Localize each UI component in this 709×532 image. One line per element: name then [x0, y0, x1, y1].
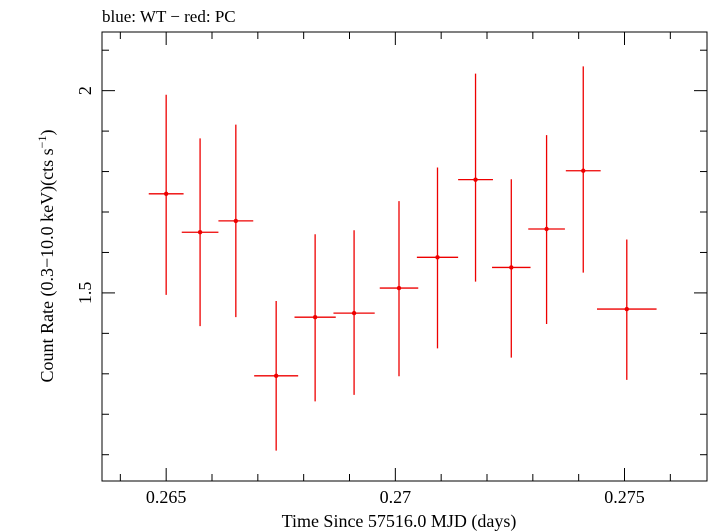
point-marker — [624, 306, 629, 312]
y-axis-label-exponent: −1 — [35, 136, 49, 149]
data-point — [181, 138, 219, 327]
x-tick-label: 0.265 — [146, 487, 187, 507]
data-point — [597, 239, 657, 380]
x-tick-label: 0.275 — [604, 487, 645, 507]
data-point — [148, 94, 184, 295]
point-marker — [197, 230, 203, 235]
x-axis-tick-labels: 0.265 0.27 0.275 — [146, 487, 645, 507]
data-point — [218, 124, 254, 318]
y-axis-ticks — [102, 49, 707, 456]
point-marker — [473, 177, 478, 182]
point-marker — [396, 285, 402, 291]
plot-frame — [101, 31, 708, 482]
data-point — [492, 179, 531, 358]
data-point — [254, 300, 299, 451]
data-point — [565, 66, 601, 273]
y-tick-label: 1.5 — [75, 282, 95, 305]
point-marker — [544, 226, 549, 232]
point-marker — [351, 310, 357, 316]
x-tick-label: 0.27 — [380, 487, 412, 507]
data-point — [416, 167, 459, 349]
data-series-pc — [148, 66, 657, 451]
x-axis-ticks — [119, 32, 671, 481]
data-point — [458, 73, 493, 282]
y-axis-label-end: ) — [37, 130, 58, 136]
point-marker — [163, 191, 169, 197]
point-marker — [435, 255, 440, 260]
data-point — [294, 234, 336, 402]
data-point — [333, 230, 375, 395]
point-marker — [312, 314, 318, 320]
y-axis-label: Count Rate (0.3−10.0 keV)(cts s−1) — [35, 130, 58, 383]
point-marker — [233, 218, 239, 224]
y-tick-label: 2 — [75, 86, 95, 95]
chart-title: blue: WT − red: PC — [102, 7, 236, 26]
x-axis-label: Time Since 57516.0 MJD (days) — [282, 511, 517, 532]
data-point — [379, 201, 419, 377]
point-marker — [581, 168, 586, 173]
data-point — [528, 135, 565, 325]
point-marker — [273, 373, 279, 379]
y-axis-label-main: Count Rate (0.3−10.0 keV)(cts s — [37, 148, 58, 382]
point-marker — [509, 265, 514, 270]
y-axis-tick-labels: 1.52 — [75, 86, 95, 304]
